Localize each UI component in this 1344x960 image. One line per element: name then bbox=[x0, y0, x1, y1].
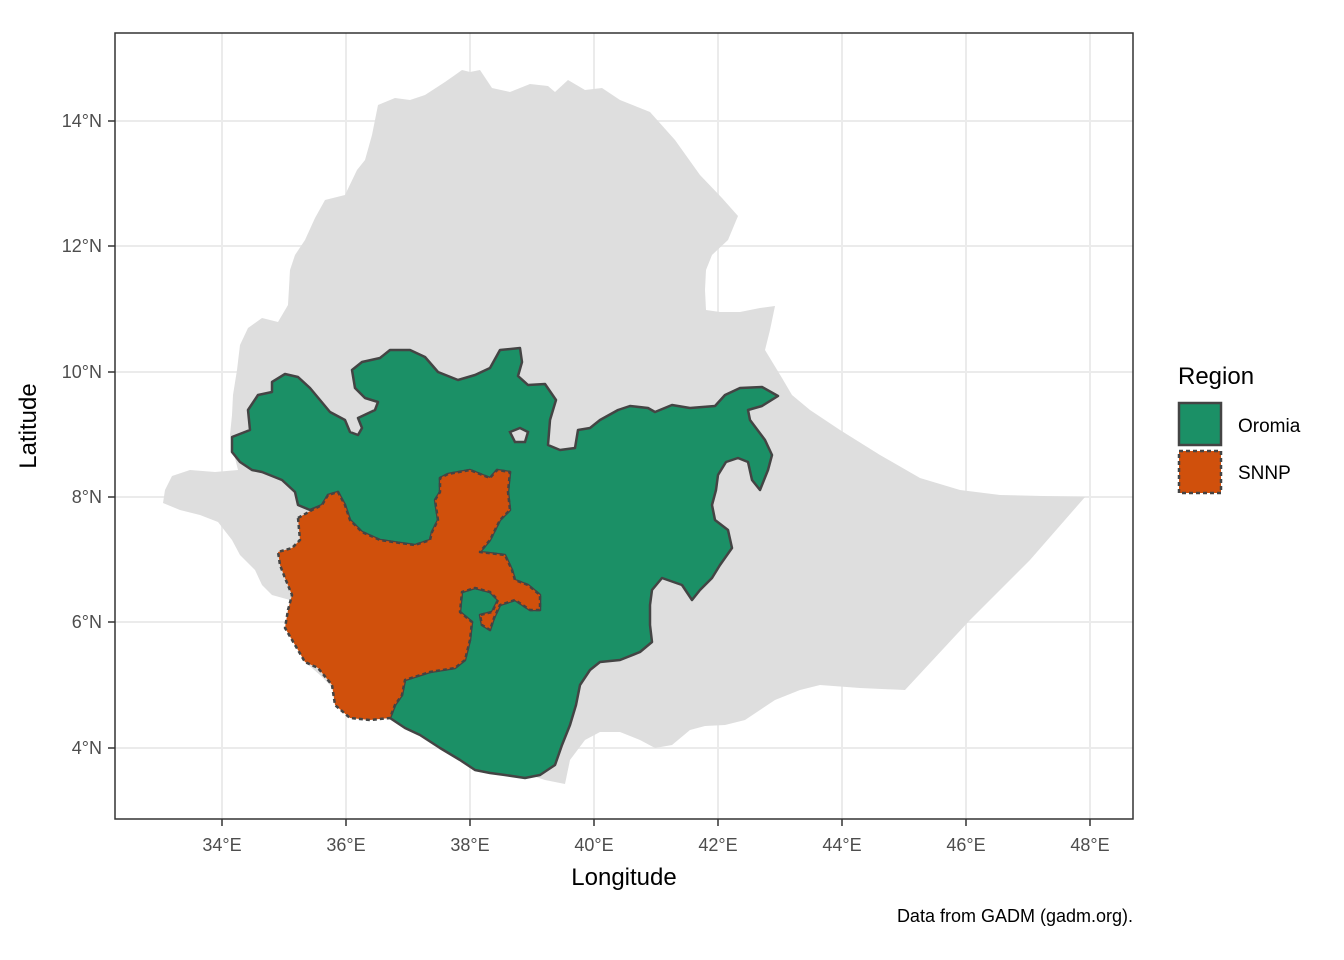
legend-key-oromia bbox=[1177, 401, 1223, 447]
x-tick-label: 38°E bbox=[450, 835, 489, 855]
y-tick-label: 6°N bbox=[72, 612, 102, 632]
x-axis-title: Longitude bbox=[571, 864, 676, 891]
y-tick-label: 10°N bbox=[62, 362, 102, 382]
y-axis-labels: 14°N 12°N 10°N 8°N 6°N 4°N bbox=[62, 111, 102, 758]
y-tick-label: 4°N bbox=[72, 738, 102, 758]
x-tick-label: 42°E bbox=[698, 835, 737, 855]
y-tick-label: 14°N bbox=[62, 111, 102, 131]
legend: Region Oromia SNNP bbox=[1177, 363, 1301, 495]
legend-label-oromia: Oromia bbox=[1238, 416, 1301, 437]
x-tick-label: 40°E bbox=[574, 835, 613, 855]
y-axis-title: Latitude bbox=[15, 383, 42, 468]
x-tick-label: 44°E bbox=[822, 835, 861, 855]
panel-border bbox=[114, 32, 1134, 820]
region-snnp bbox=[276, 468, 542, 722]
region-addis-hole bbox=[508, 426, 530, 444]
tick-marks bbox=[108, 120, 1091, 826]
y-tick-label: 12°N bbox=[62, 236, 102, 256]
caption: Data from GADM (gadm.org). bbox=[897, 906, 1133, 926]
x-tick-label: 36°E bbox=[326, 835, 365, 855]
x-axis-labels: 34°E 36°E 38°E 40°E 42°E 44°E 46°E 48°E bbox=[202, 835, 1109, 855]
y-tick-label: 8°N bbox=[72, 487, 102, 507]
legend-label-snnp: SNNP bbox=[1238, 463, 1291, 484]
x-tick-label: 34°E bbox=[202, 835, 241, 855]
x-tick-label: 46°E bbox=[946, 835, 985, 855]
legend-key-snnp bbox=[1177, 449, 1223, 495]
x-tick-label: 48°E bbox=[1070, 835, 1109, 855]
legend-title: Region bbox=[1178, 363, 1254, 390]
